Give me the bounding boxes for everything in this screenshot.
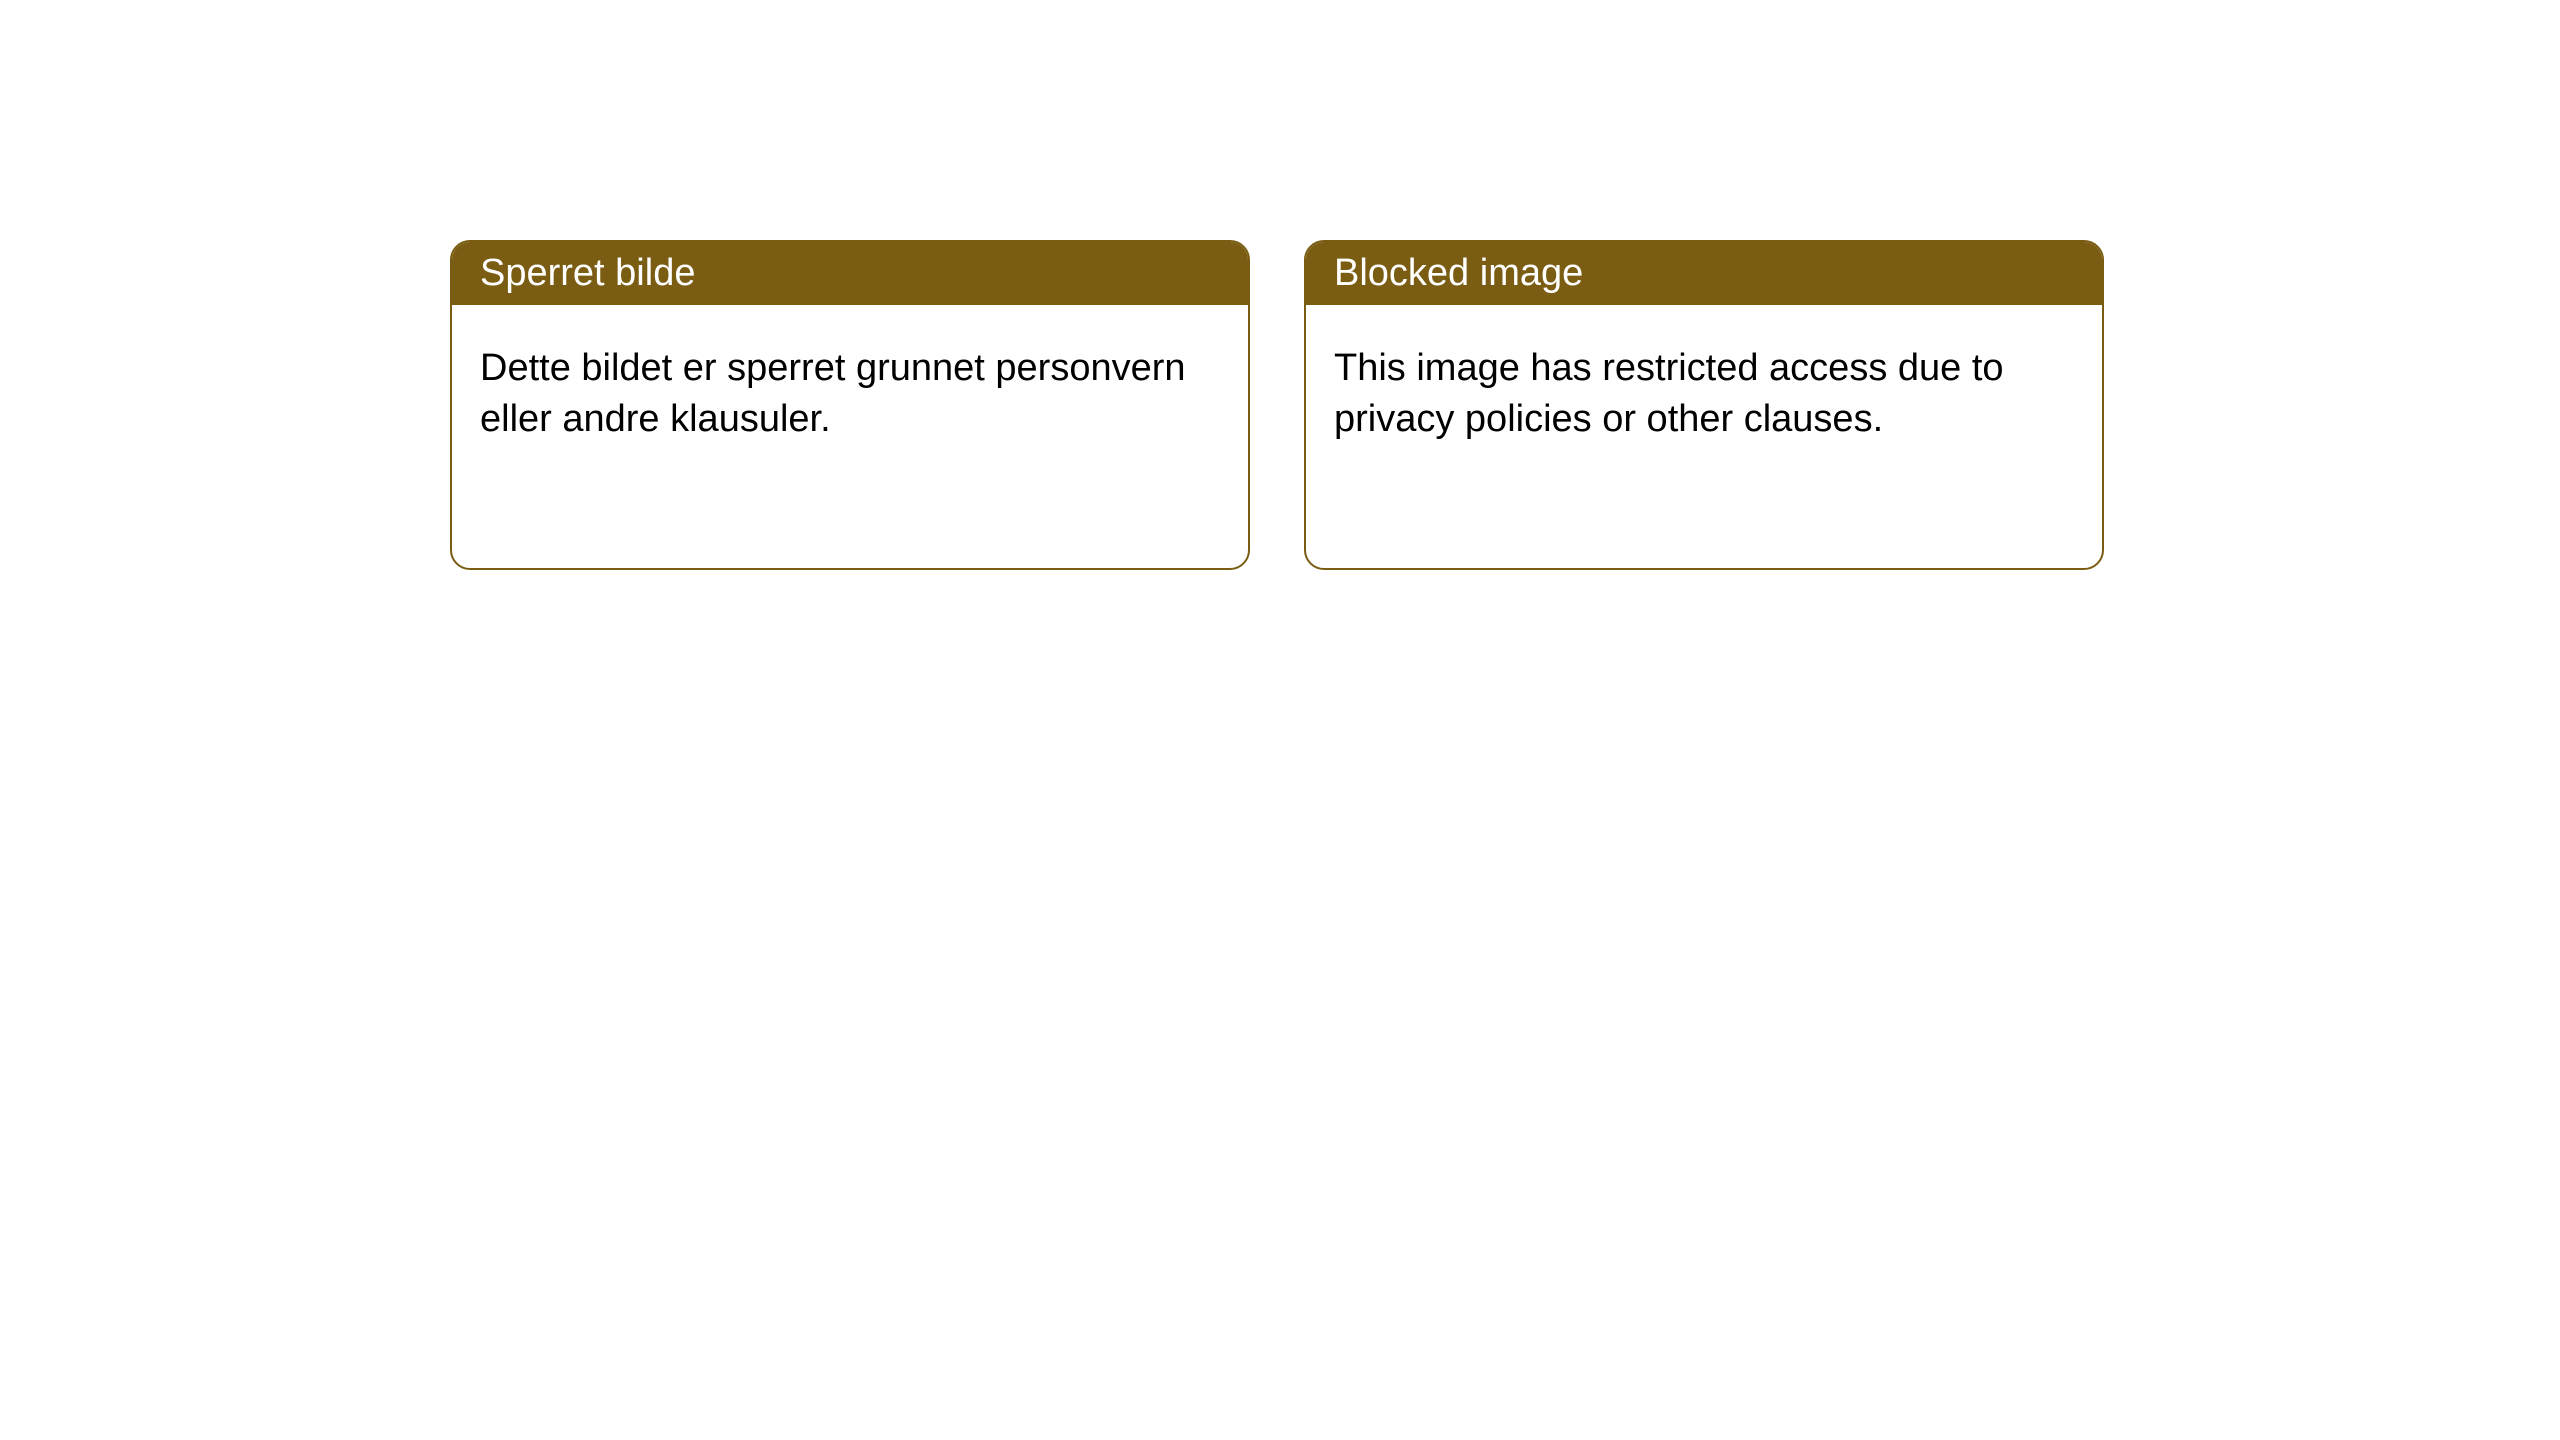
notice-title: Sperret bilde: [480, 252, 695, 294]
notice-text: Dette bildet er sperret grunnet personve…: [480, 347, 1186, 440]
notice-container: Sperret bilde Dette bildet er sperret gr…: [450, 240, 2104, 570]
notice-body: Dette bildet er sperret grunnet personve…: [452, 305, 1248, 484]
notice-title: Blocked image: [1334, 252, 1583, 294]
notice-body: This image has restricted access due to …: [1306, 305, 2102, 484]
notice-card-norwegian: Sperret bilde Dette bildet er sperret gr…: [450, 240, 1250, 570]
notice-text: This image has restricted access due to …: [1334, 347, 2004, 440]
notice-header: Blocked image: [1306, 242, 2102, 305]
notice-card-english: Blocked image This image has restricted …: [1304, 240, 2104, 570]
notice-header: Sperret bilde: [452, 242, 1248, 305]
